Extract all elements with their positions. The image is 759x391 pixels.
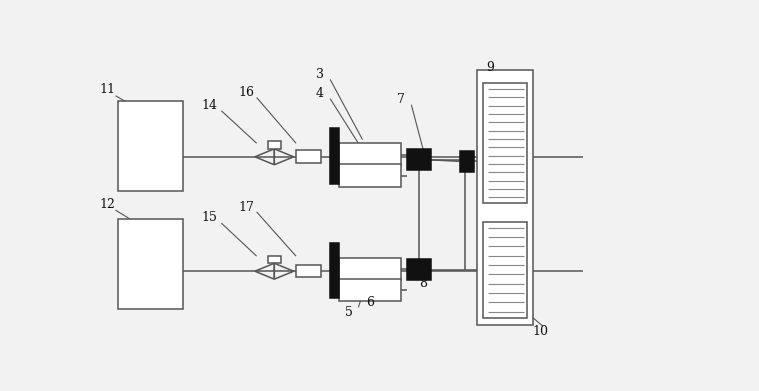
Bar [118, 219, 183, 309]
Bar [477, 70, 533, 325]
Bar [483, 222, 528, 318]
Bar [339, 258, 401, 280]
Bar [268, 256, 281, 263]
Text: 6: 6 [366, 296, 374, 309]
Bar [296, 150, 321, 163]
Text: 4: 4 [316, 87, 323, 100]
Text: 7: 7 [397, 93, 405, 106]
Text: 11: 11 [100, 83, 116, 96]
Bar [296, 265, 321, 277]
Bar [339, 279, 401, 301]
Bar [483, 83, 528, 203]
Text: 3: 3 [316, 68, 323, 81]
Text: 8: 8 [419, 277, 427, 290]
Bar [118, 101, 183, 192]
Bar [407, 149, 431, 170]
Text: 10: 10 [533, 325, 549, 338]
Bar [268, 141, 281, 149]
Text: 9: 9 [487, 61, 494, 74]
Bar [339, 143, 401, 166]
Text: 14: 14 [202, 99, 218, 112]
Bar [330, 242, 339, 298]
Text: 12: 12 [100, 199, 116, 212]
Text: 5: 5 [345, 306, 353, 319]
Bar [339, 164, 401, 187]
Text: 15: 15 [202, 212, 218, 224]
Bar [460, 151, 474, 172]
Text: 17: 17 [238, 201, 254, 213]
Bar [330, 128, 339, 184]
Bar [407, 259, 431, 280]
Text: 16: 16 [238, 86, 254, 99]
